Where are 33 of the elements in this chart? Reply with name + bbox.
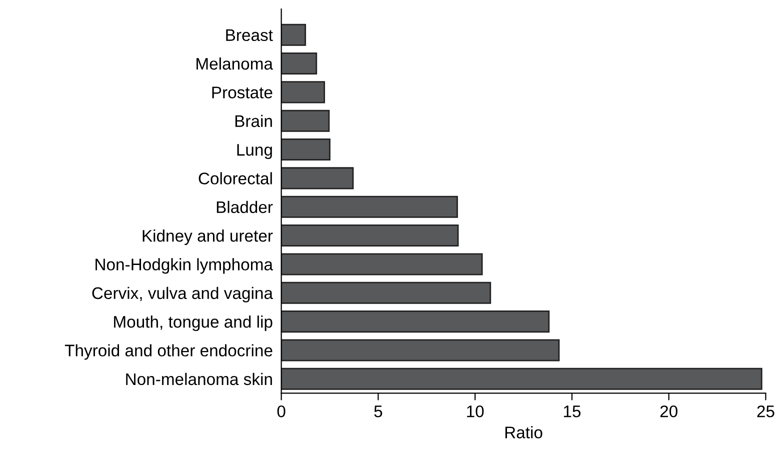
y-tick-label: Non-melanoma skin	[126, 372, 272, 386]
y-tick-label: Lung	[237, 144, 272, 160]
bar	[281, 24, 306, 46]
bar	[281, 253, 483, 276]
x-tick-label: 0	[277, 405, 286, 418]
bar	[281, 52, 318, 75]
x-tick-label: 25	[757, 405, 774, 418]
bar	[281, 167, 354, 190]
x-tick-label: 5	[374, 406, 382, 418]
y-tick-label: Mouth, tongue and lip	[114, 316, 272, 332]
y-tick-label: Melanoma	[196, 57, 273, 70]
y-tick-label: Bladder	[216, 200, 273, 214]
bar	[281, 138, 330, 161]
y-tick-label: Thyroid and other endocrine	[64, 344, 272, 360]
x-tick-label: 10	[467, 405, 484, 418]
bar	[281, 339, 560, 362]
bar	[281, 368, 762, 390]
bar	[281, 224, 459, 247]
bar	[281, 81, 326, 104]
x-tick-label: 15	[564, 406, 581, 418]
bar	[281, 110, 330, 132]
bar	[281, 282, 492, 304]
x-tick-label: 20	[660, 405, 678, 418]
y-tick-label: Colorectal	[198, 172, 272, 184]
y-tick-label: Brain	[235, 114, 272, 128]
y-tick-label: Kidney and ureter	[142, 230, 273, 246]
bar	[281, 310, 550, 333]
bar	[281, 196, 458, 218]
y-tick-label: Breast	[226, 29, 273, 42]
y-tick-label: Non-Hodgkin lymphoma	[96, 258, 273, 274]
y-tick-label: Prostate	[212, 86, 272, 98]
x-axis-title: Ratio	[505, 426, 542, 438]
y-tick-label: Cervix, vulva and vagina	[92, 286, 273, 302]
